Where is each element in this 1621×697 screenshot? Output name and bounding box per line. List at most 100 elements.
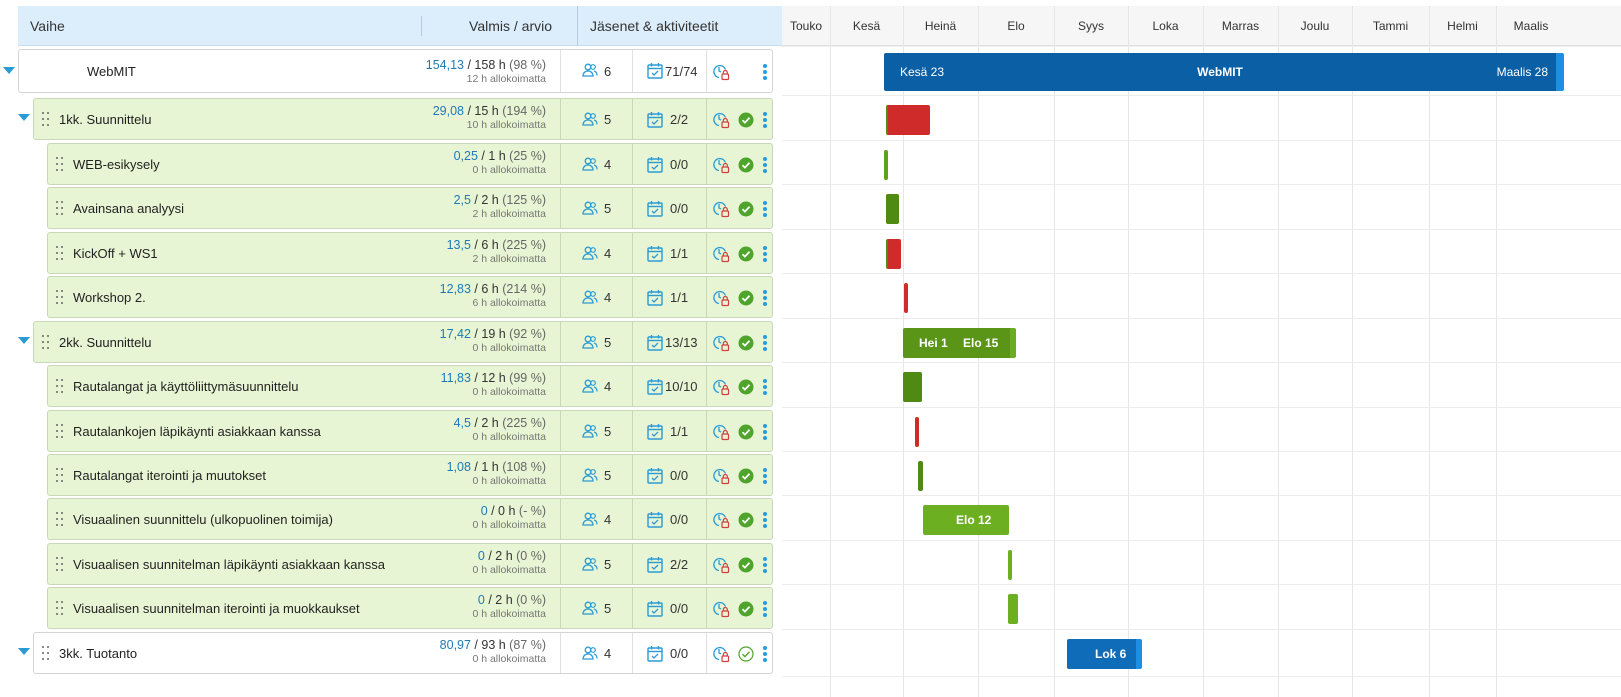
status-complete-icon[interactable] — [738, 246, 754, 267]
task-row[interactable]: Avainsana analyysi 2,5 / 2 h (125 %) 2 h… — [47, 187, 773, 229]
row-name[interactable]: WEB-esikysely — [73, 157, 160, 172]
members-count[interactable]: 5 — [582, 188, 611, 230]
time-done[interactable]: 13,5 — [446, 238, 471, 252]
status-complete-icon[interactable] — [738, 157, 754, 178]
drag-handle-icon[interactable] — [56, 512, 64, 528]
row-name[interactable]: Visuaalisen suunnitelman läpikäynti asia… — [73, 557, 385, 572]
row-name[interactable]: Avainsana analyysi — [73, 201, 185, 216]
gantt-task-bar[interactable] — [903, 372, 922, 402]
time-done[interactable]: 17,42 — [439, 327, 471, 341]
members-count[interactable]: 5 — [582, 322, 611, 364]
members-count[interactable]: 4 — [582, 633, 611, 675]
gantt-task-bar[interactable] — [1008, 550, 1012, 580]
members-count[interactable]: 5 — [582, 588, 611, 630]
time-done[interactable]: 4,5 — [453, 416, 471, 430]
header-members[interactable]: Jäsenet & aktiviteetit — [590, 18, 719, 34]
status-complete-icon[interactable] — [738, 424, 754, 445]
more-options-icon[interactable] — [763, 379, 767, 395]
row-name[interactable]: WebMIT — [87, 64, 136, 79]
members-count[interactable]: 6 — [582, 50, 611, 94]
drag-handle-icon[interactable] — [56, 246, 64, 262]
gantt-task-bar[interactable] — [915, 417, 919, 447]
more-options-icon[interactable] — [763, 157, 767, 173]
row-name[interactable]: Rautalankojen läpikäynti asiakkaan kanss… — [73, 424, 321, 439]
gantt-task-bar[interactable]: Lok 6 — [1067, 639, 1142, 669]
expand-caret-icon[interactable] — [3, 67, 15, 74]
activities-count[interactable]: 71/74 — [647, 50, 698, 94]
more-options-icon[interactable] — [763, 468, 767, 484]
drag-handle-icon[interactable] — [56, 290, 64, 306]
time-done[interactable]: 1,08 — [446, 460, 471, 474]
more-options-icon[interactable] — [763, 424, 767, 440]
task-row[interactable]: Visuaalisen suunnitelman läpikäynti asia… — [47, 543, 773, 585]
time-lock-icon[interactable] — [712, 511, 730, 534]
time-lock-icon[interactable] — [712, 200, 730, 223]
header-divider[interactable] — [421, 16, 422, 36]
more-options-icon[interactable] — [763, 112, 767, 128]
time-lock-icon[interactable] — [712, 556, 730, 579]
row-name[interactable]: 2kk. Suunnittelu — [59, 335, 152, 350]
gantt-task-bar[interactable]: Hei 1 Elo 15 — [903, 328, 1016, 358]
time-lock-icon[interactable] — [712, 645, 730, 668]
drag-handle-icon[interactable] — [56, 601, 64, 617]
more-options-icon[interactable] — [763, 601, 767, 617]
row-name[interactable]: KickOff + WS1 — [73, 246, 158, 261]
status-complete-icon[interactable] — [738, 290, 754, 311]
members-count[interactable]: 5 — [582, 99, 611, 141]
task-row[interactable]: KickOff + WS1 13,5 / 6 h (225 %) 2 h all… — [47, 232, 773, 274]
activities-count[interactable]: 0/0 — [647, 633, 688, 675]
expand-caret-icon[interactable] — [18, 114, 30, 121]
more-options-icon[interactable] — [763, 335, 767, 351]
row-name[interactable]: Workshop 2. — [73, 290, 146, 305]
time-lock-icon[interactable] — [712, 156, 730, 179]
gantt-task-bar[interactable] — [886, 105, 930, 135]
status-open-icon[interactable] — [738, 646, 754, 667]
more-options-icon[interactable] — [763, 512, 767, 528]
drag-handle-icon[interactable] — [42, 112, 50, 128]
more-options-icon[interactable] — [763, 646, 767, 662]
time-done[interactable]: 11,83 — [440, 371, 471, 385]
task-row[interactable]: Visuaalinen suunnittelu (ulkopuolinen to… — [47, 498, 773, 540]
row-name[interactable]: Visuaalinen suunnittelu (ulkopuolinen to… — [73, 512, 333, 527]
time-lock-icon[interactable] — [712, 289, 730, 312]
project-row[interactable]: WebMIT 154,13 / 158 h (98 %) 12 h alloko… — [18, 49, 773, 93]
row-name[interactable]: Rautalangat iterointi ja muutokset — [73, 468, 266, 483]
drag-handle-icon[interactable] — [56, 424, 64, 440]
drag-handle-icon[interactable] — [56, 468, 64, 484]
phase-row[interactable]: 1kk. Suunnittelu 29,08 / 15 h (194 %) 10… — [33, 98, 773, 140]
row-name[interactable]: Visuaalisen suunnitelman iterointi ja mu… — [73, 601, 360, 616]
activities-count[interactable]: 0/0 — [647, 499, 688, 541]
activities-count[interactable]: 1/1 — [647, 233, 688, 275]
task-row[interactable]: Rautalankojen läpikäynti asiakkaan kanss… — [47, 410, 773, 452]
task-row[interactable]: Rautalangat iterointi ja muutokset 1,08 … — [47, 454, 773, 496]
expand-caret-icon[interactable] — [18, 337, 30, 344]
time-lock-icon[interactable] — [712, 378, 730, 401]
time-done[interactable]: 0 — [477, 549, 485, 563]
drag-handle-icon[interactable] — [42, 646, 50, 662]
drag-handle-icon[interactable] — [56, 557, 64, 573]
gantt-task-bar[interactable] — [1008, 594, 1018, 624]
time-done[interactable]: 80,97 — [439, 638, 471, 652]
drag-handle-icon[interactable] — [42, 335, 50, 351]
time-done[interactable]: 12,83 — [439, 282, 471, 296]
members-count[interactable]: 5 — [582, 544, 611, 586]
activities-count[interactable]: 0/0 — [647, 144, 688, 186]
activities-count[interactable]: 13/13 — [647, 322, 698, 364]
expand-caret-icon[interactable] — [18, 648, 30, 655]
gantt-task-bar[interactable] — [886, 239, 901, 269]
drag-handle-icon[interactable] — [56, 157, 64, 173]
header-phase[interactable]: Vaihe — [30, 18, 65, 34]
more-options-icon[interactable] — [763, 557, 767, 573]
members-count[interactable]: 5 — [582, 411, 611, 453]
members-count[interactable]: 4 — [582, 499, 611, 541]
header-time[interactable]: Valmis / arvio — [469, 18, 552, 34]
more-options-icon[interactable] — [763, 201, 767, 217]
activities-count[interactable]: 0/0 — [647, 588, 688, 630]
status-complete-icon[interactable] — [738, 468, 754, 489]
time-lock-icon[interactable] — [712, 63, 730, 86]
time-lock-icon[interactable] — [712, 111, 730, 134]
status-complete-icon[interactable] — [738, 201, 754, 222]
row-name[interactable]: 1kk. Suunnittelu — [59, 112, 152, 127]
members-count[interactable]: 4 — [582, 366, 611, 408]
status-complete-icon[interactable] — [738, 379, 754, 400]
